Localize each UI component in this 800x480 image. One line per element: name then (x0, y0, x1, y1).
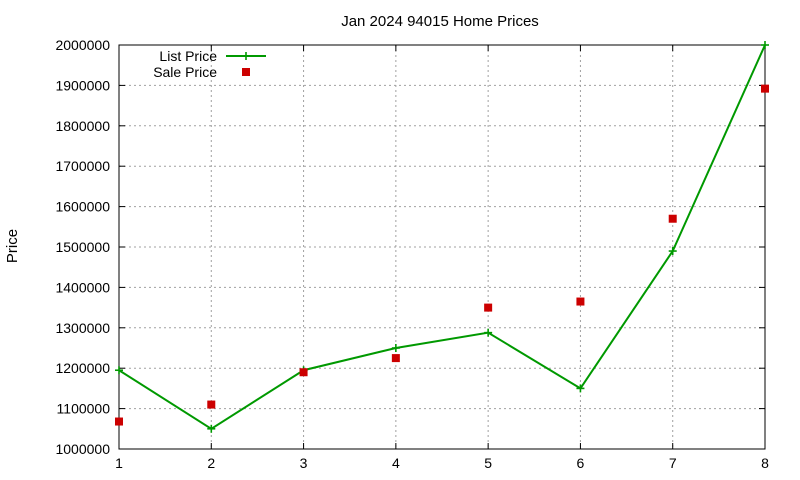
plot-border (118, 44, 766, 450)
list-price-point (576, 384, 585, 393)
legend-label: Sale Price (153, 64, 217, 80)
y-tick-label: 1700000 (55, 158, 110, 174)
y-tick-label: 1400000 (55, 279, 110, 295)
y-tick-label: 1000000 (55, 441, 110, 457)
x-tick-label: 1 (115, 455, 123, 471)
x-tick-label: 5 (484, 455, 492, 471)
x-tick-label: 7 (669, 455, 677, 471)
y-tick-label: 1100000 (57, 401, 111, 417)
y-tick-label: 1200000 (55, 360, 110, 376)
x-tick-label: 3 (300, 455, 308, 471)
y-tick-label: 1500000 (55, 239, 110, 255)
grid-lines (119, 45, 765, 449)
list-price-point (484, 328, 493, 337)
sale-price-point (207, 400, 216, 409)
y-tick-label: 2000000 (55, 37, 110, 53)
sale-price-point (761, 84, 769, 93)
series-layer (115, 41, 769, 433)
sale-price-point (484, 303, 493, 312)
tick-labels: 1000000 1100000 1200000 1300000 1400000 15000… (55, 37, 769, 471)
list-price-line (118, 44, 766, 430)
sale-price-point (668, 214, 677, 223)
list-price-point (207, 424, 216, 433)
x-tick-label: 2 (207, 455, 215, 471)
y-tick-label: 1300000 (55, 320, 110, 336)
list-price-point (668, 247, 677, 256)
y-tick-label: 1600000 (55, 199, 110, 215)
y-tick-label: 1800000 (55, 118, 110, 134)
list-price-point (761, 41, 769, 49)
list-price-point (115, 366, 123, 375)
sale-price-point (299, 368, 308, 377)
axes (118, 44, 766, 450)
y-axis-label: Price (4, 229, 21, 263)
x-tick-label: 8 (761, 455, 769, 471)
legend-label: List Price (159, 48, 217, 64)
x-tick-label: 4 (392, 455, 400, 471)
sale-price-point (115, 417, 123, 426)
x-tick-label: 6 (577, 455, 585, 471)
sale-price-point (391, 354, 400, 363)
chart-title: Jan 2024 94015 Home Prices (341, 13, 539, 30)
sale-price-point (576, 297, 585, 306)
y-tick-label: 1900000 (55, 77, 110, 93)
list-price-point (391, 344, 400, 352)
legend-swatch-square (242, 68, 250, 76)
